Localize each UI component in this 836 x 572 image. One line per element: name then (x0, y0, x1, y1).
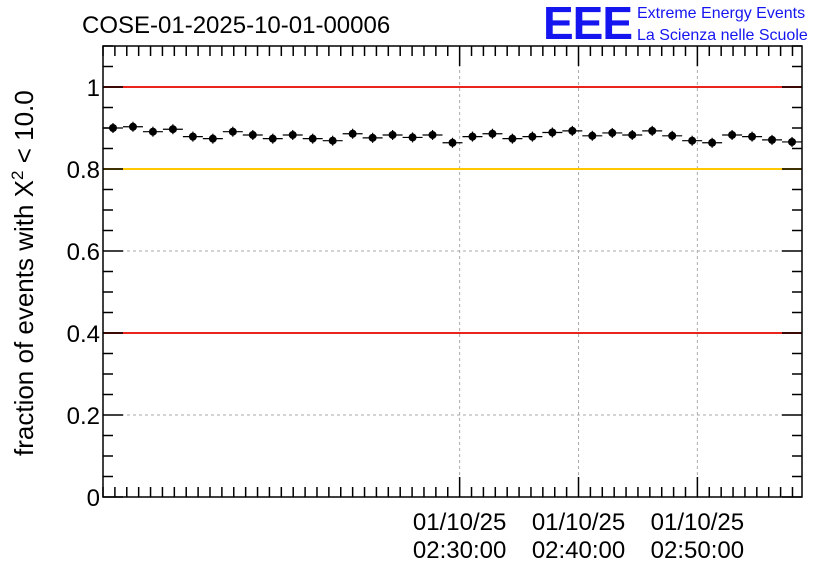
point-marker (528, 132, 537, 141)
point-marker (148, 127, 157, 136)
data-point (282, 129, 303, 140)
point-marker (288, 130, 297, 139)
y-tick-label: 0.6 (67, 239, 100, 266)
point-marker (508, 134, 517, 143)
point-marker (208, 134, 217, 143)
point-marker (788, 137, 797, 146)
data-point (762, 134, 783, 145)
data-point (642, 125, 663, 136)
x-tick-date-label: 01/10/25 (413, 509, 506, 536)
point-marker (328, 136, 337, 145)
point-marker (468, 132, 477, 141)
data-point (582, 130, 603, 141)
data-point (662, 130, 683, 141)
data-point (362, 132, 383, 143)
point-marker (708, 138, 717, 147)
data-point (782, 136, 802, 147)
point-marker (308, 134, 317, 143)
point-marker (408, 133, 417, 142)
y-axis: 0 0.2 0.4 0.6 0.8 1 (67, 45, 802, 512)
data-point (542, 127, 563, 138)
data-point (202, 133, 223, 144)
point-marker (608, 128, 617, 137)
y-axis-label: fraction of events with X2 < 10.0 (8, 90, 39, 456)
point-marker (488, 129, 497, 138)
point-marker (628, 130, 637, 139)
point-marker (448, 138, 457, 147)
point-marker (228, 127, 237, 136)
logo-mark: EEE (543, 0, 632, 49)
data-point (182, 131, 203, 142)
eee-logo: EEE Extreme Energy Events La Scienza nel… (543, 0, 808, 49)
reference-lines (103, 86, 802, 334)
data-point (302, 133, 323, 144)
point-marker (548, 128, 557, 137)
data-point (462, 131, 483, 142)
data-point (622, 129, 643, 140)
data-point (702, 137, 723, 148)
logo-line-2: La Scienza nelle Scuole (637, 27, 808, 44)
data-point (262, 133, 283, 144)
point-marker (588, 131, 597, 140)
data-point (562, 125, 583, 136)
point-marker (728, 130, 737, 139)
point-marker (748, 132, 757, 141)
data-point (502, 133, 523, 144)
y-axis-label-prefix: fraction of events with (9, 197, 39, 456)
data-point (222, 126, 243, 137)
data-point (402, 132, 423, 143)
y-tick-label: 0.4 (67, 321, 100, 348)
point-marker (168, 125, 177, 134)
data-point (442, 137, 463, 148)
y-axis-label-suffix: < 10.0 (9, 90, 39, 170)
point-marker (188, 132, 197, 141)
grid-lines (103, 46, 802, 497)
y-tick-label: 0.2 (67, 403, 100, 430)
data-point (122, 121, 143, 132)
data-point (682, 135, 703, 146)
data-point (722, 129, 743, 140)
chart-title: COSE-01-2025-10-01-00006 (82, 12, 390, 39)
point-marker (128, 122, 137, 131)
point-marker (348, 129, 357, 138)
data-points (103, 121, 802, 148)
data-point (382, 129, 403, 140)
point-marker (268, 134, 277, 143)
x-tick-time-label: 02:40:00 (532, 537, 625, 564)
x-tick-time-label: 02:50:00 (651, 537, 744, 564)
logo-line-1: Extreme Energy Events (637, 5, 805, 22)
data-point (422, 129, 443, 140)
point-marker (368, 133, 377, 142)
point-marker (248, 130, 257, 139)
y-tick-label: 1 (87, 75, 100, 102)
y-tick-label: 0.8 (67, 157, 100, 184)
data-point (342, 128, 363, 139)
point-marker (388, 130, 397, 139)
data-point (602, 127, 623, 138)
data-point (162, 124, 183, 135)
point-marker (768, 135, 777, 144)
data-point (142, 126, 163, 137)
data-point (742, 131, 763, 142)
data-point (322, 135, 343, 146)
x-tick-date-label: 01/10/25 (651, 509, 744, 536)
point-marker (568, 126, 577, 135)
x-tick-date-label: 01/10/25 (532, 509, 625, 536)
data-point (242, 129, 263, 140)
point-marker (668, 131, 677, 140)
y-axis-label-superscript: 2 (8, 171, 27, 180)
point-marker (428, 130, 437, 139)
point-marker (688, 136, 697, 145)
x-axis: 01/10/2502:30:0001/10/2502:40:0001/10/25… (102, 46, 794, 564)
x-tick-time-label: 02:30:00 (413, 537, 506, 564)
data-point (522, 131, 543, 142)
y-axis-label-symbol: X (9, 180, 39, 197)
point-marker (648, 126, 657, 135)
y-tick-label: 0 (87, 485, 100, 512)
data-point (482, 128, 503, 139)
